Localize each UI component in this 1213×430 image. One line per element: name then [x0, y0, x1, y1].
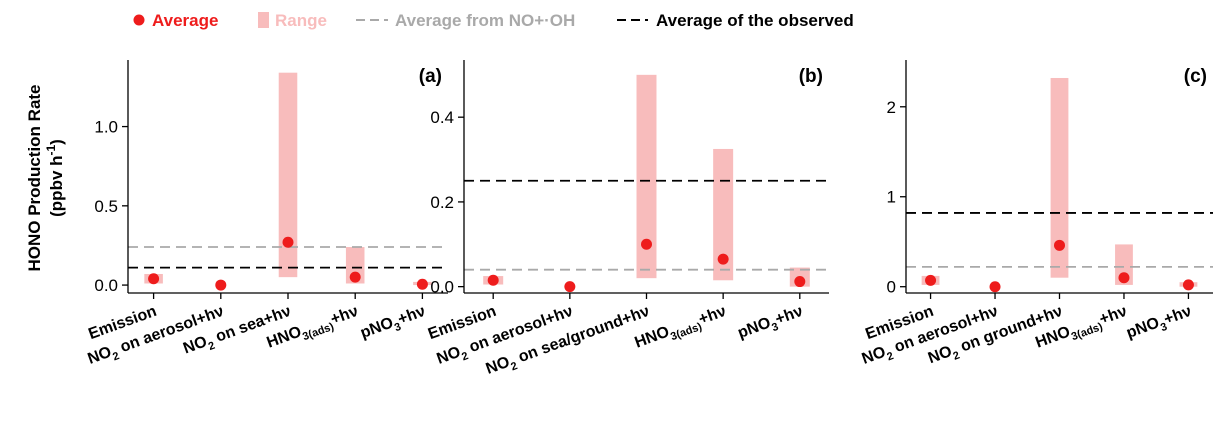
- range-bar-1-3: [278, 72, 298, 278]
- average-point-1-4: [349, 271, 361, 283]
- average-point-3-1: [925, 274, 937, 286]
- average-point-2-4: [717, 253, 729, 265]
- average-point-1-3: [282, 236, 294, 248]
- range-bar-3-3: [1050, 77, 1069, 278]
- average-point-2-5: [794, 276, 806, 288]
- average-point-3-4: [1118, 272, 1130, 284]
- x-category-label: pNO3+hν: [1124, 303, 1195, 346]
- x-category-label: pNO3+hν: [736, 303, 807, 346]
- average-point-2-1: [487, 274, 499, 286]
- average-point-1-5: [416, 278, 428, 290]
- legend-range-marker: [258, 12, 269, 28]
- x-category-label: pNO3+hν: [358, 303, 429, 346]
- y-tick-label: 0.4: [430, 108, 454, 127]
- panel-label: (b): [799, 66, 823, 87]
- y-axis-label-line1: HONO Production Rate: [25, 84, 44, 271]
- y-tick-label: 1.0: [94, 118, 118, 137]
- panel-label: (c): [1184, 66, 1207, 87]
- legend-average-marker: [133, 14, 145, 26]
- y-tick-label: 1: [887, 188, 896, 207]
- average-point-2-2: [564, 281, 576, 293]
- y-tick-label: 0.2: [430, 193, 454, 212]
- average-point-2-3: [641, 238, 652, 250]
- y-tick-label: 2: [887, 98, 896, 117]
- average-point-3-5: [1182, 279, 1194, 291]
- legend-observed-label: Average of the observed: [656, 11, 854, 30]
- average-point-1-2: [215, 279, 227, 291]
- range-bar-2-4: [713, 148, 734, 281]
- y-tick-label: 0.0: [430, 278, 454, 297]
- legend-range-label: Range: [275, 11, 327, 30]
- average-point-3-3: [1054, 239, 1065, 251]
- panel-label: (a): [419, 66, 442, 87]
- y-tick-label: 0.5: [94, 197, 118, 216]
- average-point-3-2: [989, 281, 1001, 293]
- y-tick-label: 0: [887, 278, 896, 297]
- range-bar-2-3: [636, 74, 657, 279]
- average-point-1-1: [148, 273, 160, 285]
- y-axis-label-line2: (ppbv h-1): [44, 139, 66, 217]
- legend-no-oh-label: Average from NO+·OH: [395, 11, 575, 30]
- legend-average-label: Average: [152, 11, 218, 30]
- y-tick-label: 0.0: [94, 276, 118, 295]
